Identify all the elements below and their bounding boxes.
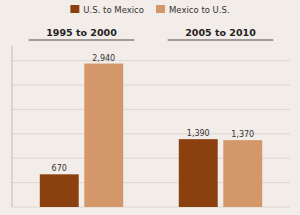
chart: 670 2,940 1995 to 2000 1,390 1,370 2005 to 20… [0,0,300,215]
value-label: 1,370 [231,130,254,139]
grid-line [12,60,290,61]
grid-line [12,109,290,110]
grid-line [12,85,290,86]
bar [40,174,79,207]
legend-label: Mexico to U.S. [169,5,230,15]
category-underline [168,40,274,41]
bar [223,140,262,207]
legend-label: U.S. to Mexico [83,5,144,15]
category-underline [29,40,135,41]
value-label: 1,390 [187,129,210,138]
legend-swatch [156,5,165,13]
y-axis-line [12,46,13,207]
value-label: 2,940 [92,54,115,63]
bar [179,139,218,207]
legend-swatch [70,5,79,13]
category-label: 2005 to 2010 [185,27,256,38]
value-label: 670 [52,164,67,173]
bar [84,64,123,207]
background [0,0,300,215]
category-label: 1995 to 2000 [46,27,117,38]
labels: 670 2,940 1995 to 2000 1,390 1,370 2005 to 20… [29,27,274,173]
legend: U.S. to Mexico Mexico to U.S. [70,5,229,15]
bars [40,64,262,207]
